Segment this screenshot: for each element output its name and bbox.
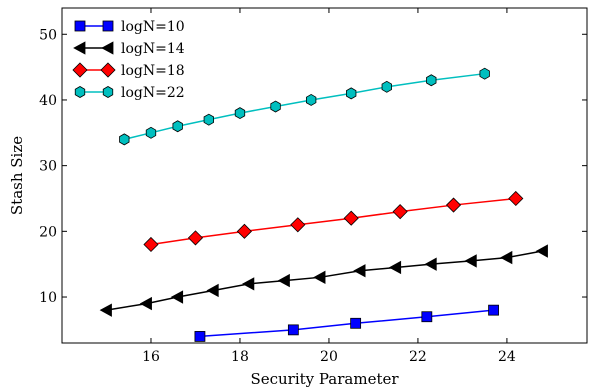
data-point — [277, 273, 290, 288]
series-logN=22 — [119, 67, 490, 146]
x-tick-label: 24 — [498, 349, 516, 365]
legend-label: logN=10 — [121, 19, 185, 35]
data-point — [143, 236, 159, 253]
x-tick-label: 20 — [320, 349, 338, 365]
data-point — [187, 230, 204, 246]
legend-item: logN=22 — [74, 85, 185, 101]
x-tick-label: 18 — [231, 349, 249, 365]
data-point — [305, 93, 317, 106]
data-point — [170, 290, 184, 304]
series-line — [199, 309, 494, 338]
legend-marker — [102, 20, 114, 32]
data-point — [242, 277, 255, 291]
x-tick-label: 16 — [142, 349, 160, 365]
data-point — [353, 264, 366, 278]
data-point — [270, 100, 281, 113]
legend-item: logN=18 — [72, 62, 185, 79]
data-point — [346, 87, 357, 100]
data-point — [139, 296, 152, 311]
data-point — [287, 324, 299, 336]
data-point — [421, 311, 433, 323]
legend-label: logN=22 — [121, 85, 185, 101]
data-point — [388, 260, 402, 275]
data-point — [424, 257, 437, 271]
data-point — [290, 217, 306, 233]
series-logN=18 — [143, 190, 524, 253]
legend-marker — [72, 62, 88, 78]
data-point — [172, 120, 183, 133]
legend-marker — [101, 41, 114, 55]
data-point — [381, 80, 392, 93]
legend-item: logN=10 — [74, 19, 185, 35]
data-point — [236, 223, 252, 239]
legend-label: logN=14 — [121, 41, 185, 57]
x-axis-label: Security Parameter — [250, 370, 399, 388]
data-point — [350, 317, 362, 329]
y-tick-label: 30 — [39, 159, 57, 175]
data-point — [464, 254, 477, 268]
data-point — [508, 190, 524, 207]
data-point — [445, 197, 462, 213]
series-line — [150, 197, 516, 246]
legend-marker — [74, 20, 86, 32]
y-tick-label: 20 — [39, 224, 57, 240]
x-tick-label: 22 — [409, 349, 427, 365]
data-series — [99, 67, 548, 342]
data-point — [488, 304, 499, 316]
data-point — [203, 113, 214, 126]
legend: logN=10 logN=14 logN=18 logN=22 — [72, 19, 185, 101]
data-point — [343, 210, 359, 226]
legend-marker — [73, 41, 86, 55]
legend-marker — [100, 62, 116, 78]
y-axis-label: Stash Size — [8, 136, 26, 215]
data-point — [234, 107, 246, 120]
axis-ticks: 16 18 20 22 24 10 20 30 40 50 — [39, 8, 587, 365]
legend-marker — [102, 86, 114, 98]
data-point — [206, 283, 219, 298]
data-point — [194, 331, 206, 342]
data-point — [500, 250, 513, 265]
data-point — [313, 270, 326, 284]
legend-item: logN=14 — [73, 41, 185, 57]
data-point — [392, 204, 408, 220]
data-point — [99, 303, 112, 317]
y-tick-label: 10 — [39, 290, 57, 306]
data-point — [145, 126, 157, 139]
legend-marker — [74, 86, 86, 98]
data-point — [535, 244, 548, 258]
data-point — [426, 74, 437, 87]
plot-frame — [61, 7, 588, 344]
data-point — [119, 133, 130, 146]
y-tick-label: 40 — [39, 93, 57, 109]
data-point — [479, 67, 490, 80]
series-logN=14 — [99, 244, 548, 317]
legend-label: logN=18 — [121, 63, 185, 79]
series-logN=10 — [194, 304, 499, 342]
y-tick-label: 50 — [39, 27, 57, 43]
